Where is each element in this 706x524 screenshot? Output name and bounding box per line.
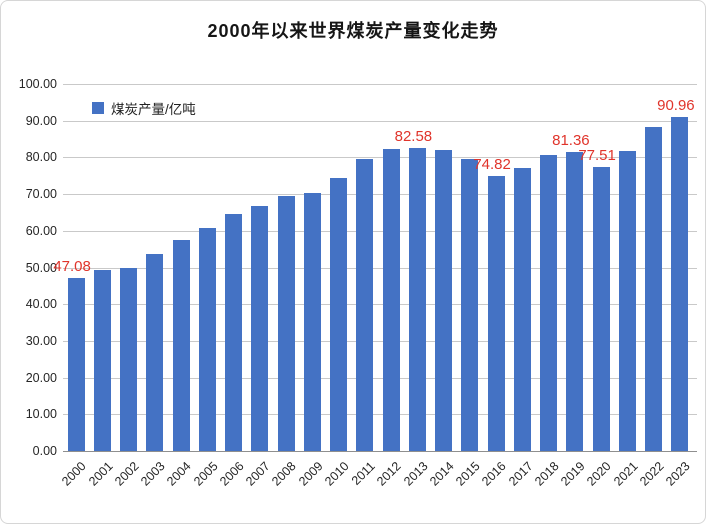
- bar-2018: [540, 154, 558, 451]
- bar-2007: [251, 205, 269, 451]
- gridline: [63, 194, 697, 196]
- gridline: [63, 84, 697, 85]
- x-axis-tick-label-2017: 2017: [505, 459, 536, 489]
- y-axis-tick-label: 10.00: [25, 407, 57, 422]
- x-axis-tick-label-2008: 2008: [269, 459, 300, 489]
- x-axis-tick-label-2007: 2007: [243, 459, 273, 489]
- bar-2012: [382, 149, 400, 451]
- y-axis-tick-label: 80.00: [25, 150, 57, 165]
- x-axis-tick-label-2020: 2020: [584, 459, 615, 489]
- y-axis-tick-label: 20.00: [25, 370, 57, 385]
- y-axis-tick-label: 0.00: [32, 444, 57, 458]
- x-axis-tick-label-2018: 2018: [531, 459, 562, 489]
- bar-2003: [146, 254, 164, 451]
- x-axis-tick-label-2010: 2010: [321, 459, 352, 489]
- bar-2023: [671, 117, 689, 451]
- x-axis-tick-label-2001: 2001: [85, 459, 116, 489]
- bar-2010: [330, 177, 348, 451]
- x-axis-tick-label-2000: 2000: [59, 459, 90, 489]
- bar-2013: [408, 147, 426, 451]
- bar-2022: [645, 126, 663, 451]
- data-label-2000: 47.08: [53, 258, 91, 276]
- x-axis-tick-label-2011: 2011: [348, 459, 378, 488]
- legend-color-swatch-icon: [92, 102, 104, 114]
- x-axis-tick-label-2023: 2023: [663, 459, 693, 489]
- x-axis-tick-label-2013: 2013: [400, 459, 431, 489]
- bar-2016: [487, 176, 505, 451]
- bar-2009: [303, 192, 321, 451]
- gridline: [63, 267, 697, 269]
- x-axis-tick-label-2021: 2021: [610, 459, 641, 489]
- bar-2006: [225, 214, 243, 451]
- chart-title: 2000年以来世界煤炭产量变化走势: [207, 21, 499, 41]
- y-axis-tick-label: 60.00: [25, 223, 57, 238]
- bar-2005: [198, 227, 216, 451]
- legend-label: 煤炭产量/亿吨: [111, 102, 196, 117]
- bar-2011: [356, 159, 374, 451]
- gridline: [63, 377, 697, 379]
- y-axis-tick-label: 30.00: [25, 333, 57, 348]
- bar-2019: [566, 152, 584, 451]
- x-axis-tick-label-2004: 2004: [164, 459, 195, 489]
- x-axis-tick-label-2019: 2019: [558, 459, 588, 489]
- y-axis-tick-label: 70.00: [25, 187, 57, 202]
- gridline: [63, 304, 697, 306]
- data-label-2016: 74.82: [473, 156, 511, 174]
- bar-2002: [120, 268, 138, 451]
- x-axis-tick-label-2014: 2014: [426, 459, 457, 489]
- y-axis-tick-label: 40.00: [25, 297, 57, 312]
- bar-2017: [513, 168, 531, 451]
- gridline: [63, 120, 697, 122]
- bar-2021: [618, 150, 636, 451]
- x-axis-tick-label-2009: 2009: [295, 459, 326, 489]
- bar-2014: [435, 150, 453, 451]
- x-axis-tick-label-2022: 2022: [636, 459, 667, 489]
- data-label-2020: 77.51: [578, 146, 616, 164]
- data-label-2019: 81.36: [552, 132, 590, 150]
- y-axis-tick-label: 90.00: [25, 113, 57, 128]
- x-axis-tick-label-2006: 2006: [216, 459, 247, 489]
- x-axis-tick-label-2005: 2005: [190, 459, 221, 489]
- x-axis-tick-label-2015: 2015: [453, 459, 483, 489]
- bar-2008: [277, 196, 295, 451]
- x-axis-tick-label-2002: 2002: [111, 459, 142, 489]
- data-label-2013: 82.58: [394, 127, 433, 145]
- gridline: [63, 157, 697, 159]
- gridline: [63, 230, 697, 232]
- bar-2015: [461, 158, 479, 451]
- y-axis-tick-label: 100.00: [18, 77, 57, 91]
- bar-2004: [172, 240, 190, 451]
- y-axis-tick-label: 50.00: [25, 260, 57, 275]
- x-axis-line: [63, 451, 697, 452]
- bar-2020: [592, 166, 610, 451]
- x-axis-tick-label-2016: 2016: [479, 459, 510, 489]
- bar-2001: [93, 270, 111, 451]
- bar-2000: [67, 278, 85, 451]
- gridline: [63, 340, 697, 342]
- legend: 煤炭产量/亿吨: [92, 98, 196, 118]
- x-axis-tick-label-2012: 2012: [374, 459, 405, 489]
- x-axis-tick-label-2003: 2003: [138, 459, 168, 489]
- gridline: [63, 414, 697, 416]
- data-label-2023: 90.96: [657, 97, 695, 115]
